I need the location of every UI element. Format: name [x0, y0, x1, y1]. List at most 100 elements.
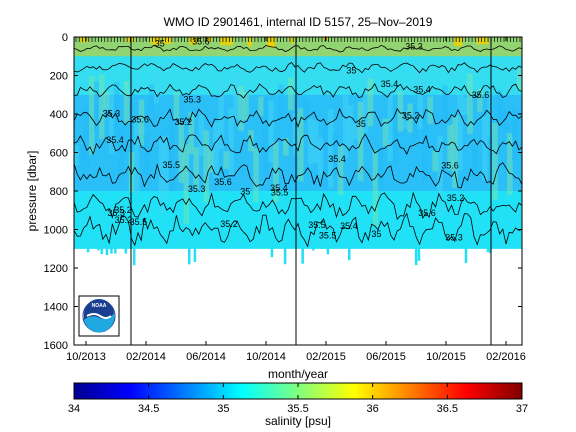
- field-column: [238, 85, 244, 131]
- field-column: [497, 90, 503, 126]
- colorbar-tick-label: 35: [217, 403, 229, 415]
- field-column: [352, 124, 359, 140]
- profile-tail: [110, 247, 113, 254]
- contour-label: 35.5: [130, 217, 148, 227]
- profile-tail: [348, 247, 351, 261]
- contour-label: 35.2: [175, 117, 193, 127]
- field-column: [472, 145, 478, 176]
- y-tick-label: 1200: [44, 263, 68, 275]
- y-tick-label: 1400: [44, 302, 68, 314]
- field-column: [412, 105, 419, 141]
- y-tick-label: 400: [50, 109, 68, 121]
- contour-label: 35.2: [402, 110, 420, 120]
- field-column: [198, 112, 205, 157]
- x-axis-label: month/year: [268, 367, 328, 381]
- x-tick-label: 06/2015: [366, 351, 406, 363]
- profile-tail: [320, 247, 323, 249]
- field-column: [168, 109, 175, 191]
- surface-patch: [220, 37, 234, 46]
- profile-tail: [464, 247, 468, 264]
- profile-tail: [489, 247, 492, 254]
- field-column: [447, 124, 453, 171]
- contour-label: 35.5: [308, 220, 326, 230]
- y-tick-label: 1600: [44, 340, 68, 352]
- contour-label: 35.3: [188, 184, 206, 194]
- field-column: [83, 109, 90, 167]
- profile-tail: [486, 247, 490, 253]
- field-column: [98, 74, 105, 139]
- surface-patch: [162, 37, 172, 44]
- field-column: [123, 80, 130, 124]
- contour-label: 35.3: [103, 108, 121, 118]
- field-column: [88, 76, 95, 155]
- x-tick-label: 10/2015: [426, 351, 466, 363]
- chart-title: WMO ID 2901461, internal ID 5157, 25–Nov…: [164, 15, 433, 29]
- field-column: [74, 145, 80, 166]
- field-column: [203, 130, 209, 203]
- field-column: [482, 115, 488, 181]
- colorbar-label: salinity [psu]: [265, 414, 331, 428]
- field-column: [512, 107, 518, 161]
- field-column: [492, 122, 498, 200]
- profile-tail: [187, 247, 191, 265]
- y-tick-label: 1000: [44, 225, 68, 237]
- field-column: [163, 136, 170, 199]
- surface-patch: [150, 37, 161, 45]
- field-column: [517, 69, 522, 91]
- field-column: [432, 150, 438, 172]
- x-tick-label: 02/2014: [126, 351, 166, 363]
- y-tick-label: 600: [50, 148, 68, 160]
- profile-tail: [283, 247, 287, 265]
- contour-label: 35.4: [413, 85, 431, 95]
- band-mid: [74, 94, 522, 191]
- field-column: [467, 73, 473, 134]
- field-column: [327, 108, 334, 188]
- contour-label: 35.5: [319, 231, 337, 241]
- contour-line: [74, 82, 522, 99]
- field-column: [138, 99, 145, 145]
- profile-tail: [124, 247, 128, 254]
- profile-tail: [86, 247, 90, 253]
- contour-label: 35.4: [381, 79, 399, 89]
- y-tick-label: 800: [50, 186, 68, 198]
- contour-label: 35.4: [340, 221, 358, 231]
- field-column: [153, 72, 160, 104]
- field-column: [93, 81, 100, 131]
- field-column: [178, 120, 185, 183]
- profile-tail: [270, 247, 274, 258]
- surface-patch: [289, 37, 294, 44]
- field-column: [307, 118, 314, 165]
- y-tick-label: 200: [50, 71, 68, 83]
- field-column: [263, 97, 269, 178]
- field-column: [372, 150, 379, 227]
- contour-line: [74, 107, 522, 128]
- vertical-markers: [130, 37, 492, 345]
- field-column: [248, 130, 254, 152]
- profile-tail: [301, 247, 304, 264]
- salinity-contours: [74, 44, 522, 248]
- y-axis: 0 200 400 600 800 1000 1200 1400 1600: [44, 32, 522, 352]
- field-column: [258, 96, 264, 116]
- field-column: [417, 66, 424, 129]
- contour-line: [74, 44, 522, 53]
- field-column: [487, 85, 493, 137]
- profile-tail: [312, 247, 315, 251]
- field-column: [288, 77, 294, 111]
- contour-label: 35.2: [114, 205, 132, 215]
- field-column: [208, 150, 214, 173]
- field-column: [507, 133, 513, 196]
- field-column: [502, 110, 508, 132]
- colorbar-tick-label: 36.5: [437, 403, 458, 415]
- x-tick-label: 10/2013: [66, 351, 106, 363]
- contour-label: 35.5: [271, 187, 289, 197]
- field-column: [243, 92, 249, 120]
- field-column: [382, 118, 389, 147]
- field-column: [298, 108, 304, 182]
- field-column: [223, 151, 229, 169]
- field-column: [218, 81, 224, 150]
- field-column: [422, 109, 429, 183]
- field-column: [452, 115, 458, 188]
- field-column: [347, 105, 354, 147]
- surface-patch: [189, 37, 198, 45]
- field-column: [477, 89, 483, 113]
